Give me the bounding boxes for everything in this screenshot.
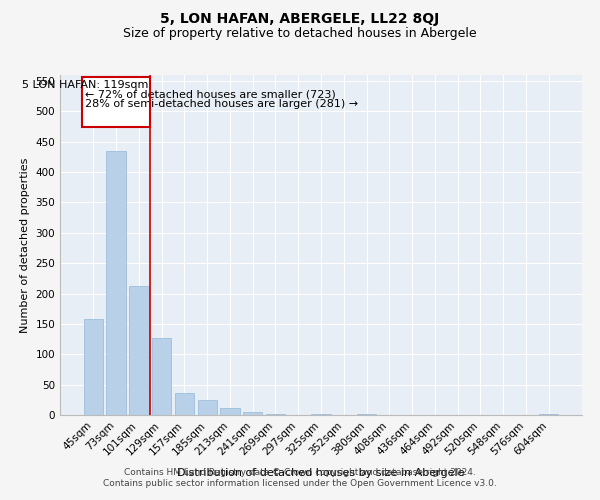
- Text: 5 LON HAFAN: 119sqm: 5 LON HAFAN: 119sqm: [22, 80, 149, 90]
- Bar: [175, 393, 194, 415]
- Text: Size of property relative to detached houses in Abergele: Size of property relative to detached ho…: [123, 28, 477, 40]
- Text: 28% of semi-detached houses are larger (281) →: 28% of semi-detached houses are larger (…: [85, 98, 358, 108]
- Text: 5, LON HAFAN, ABERGELE, LL22 8QJ: 5, LON HAFAN, ABERGELE, LL22 8QJ: [160, 12, 440, 26]
- X-axis label: Distribution of detached houses by size in Abergele: Distribution of detached houses by size …: [177, 468, 465, 478]
- Bar: [220, 408, 239, 415]
- Bar: [357, 414, 376, 415]
- Bar: [539, 414, 558, 415]
- Bar: [266, 414, 285, 415]
- FancyBboxPatch shape: [82, 77, 151, 126]
- Bar: [152, 338, 172, 415]
- Text: Contains HM Land Registry data © Crown copyright and database right 2024.
Contai: Contains HM Land Registry data © Crown c…: [103, 468, 497, 487]
- Y-axis label: Number of detached properties: Number of detached properties: [20, 158, 30, 332]
- Bar: [129, 286, 149, 415]
- Bar: [84, 319, 103, 415]
- Bar: [197, 400, 217, 415]
- Bar: [243, 412, 262, 415]
- Bar: [311, 414, 331, 415]
- Bar: [106, 151, 126, 415]
- Text: ← 72% of detached houses are smaller (723): ← 72% of detached houses are smaller (72…: [85, 90, 335, 100]
